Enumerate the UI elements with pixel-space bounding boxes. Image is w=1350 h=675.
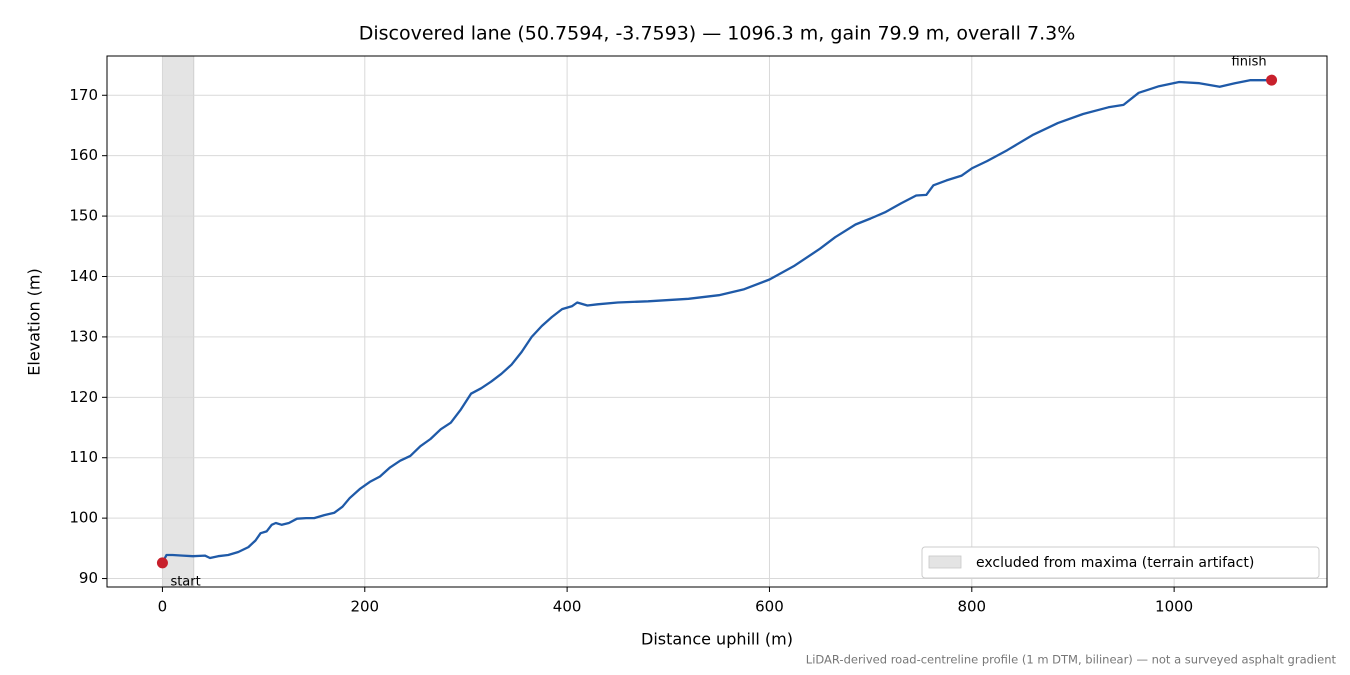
x-tick-label: 600 (755, 598, 784, 616)
y-tick-label: 130 (69, 327, 98, 345)
marker-label: finish (1232, 55, 1267, 70)
excluded-span (162, 55, 195, 588)
x-tick-label: 200 (350, 598, 379, 616)
legend: excluded from maxima (terrain artifact) (921, 546, 1320, 579)
footnote: LiDAR-derived road-centreline profile (1… (806, 653, 1337, 667)
x-tick-label: 0 (158, 598, 168, 616)
legend-label: excluded from maxima (terrain artifact) (976, 555, 1254, 571)
x-tick-label: 800 (957, 598, 986, 616)
y-tick-label: 160 (69, 146, 98, 164)
y-axis-label: Elevation (m) (25, 268, 44, 375)
elevation-line (161, 79, 1272, 564)
y-tick-label: 120 (69, 388, 98, 406)
x-axis-label: Distance uphill (m) (641, 630, 793, 649)
marker (156, 557, 168, 569)
chart-title: Discovered lane (50.7594, -3.7593) — 109… (359, 23, 1076, 45)
x-tick-label: 1000 (1155, 598, 1193, 616)
marker-label: start (170, 574, 200, 589)
plot-frame (106, 55, 1328, 588)
marker (1266, 74, 1278, 86)
legend-box (921, 546, 1320, 579)
y-tick-label: 140 (69, 267, 98, 285)
y-tick-label: 150 (69, 207, 98, 225)
y-tick-label: 170 (69, 86, 98, 104)
y-tick-label: 110 (69, 448, 98, 466)
y-tick-label: 100 (69, 509, 98, 527)
y-tick-label: 90 (79, 569, 98, 587)
x-tick-label: 400 (553, 598, 582, 616)
legend-swatch (928, 555, 962, 569)
